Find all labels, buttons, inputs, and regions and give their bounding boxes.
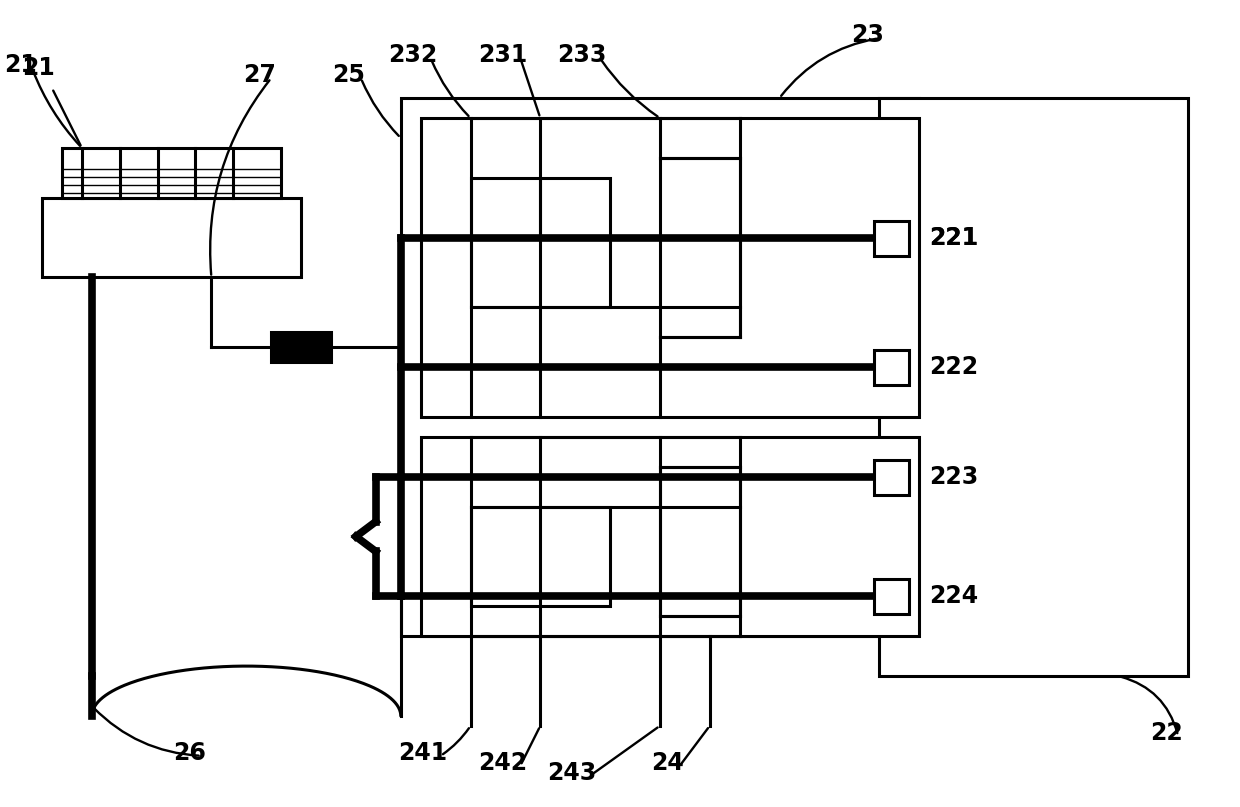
- Text: 222: 222: [929, 355, 978, 379]
- Bar: [62, 148, 281, 198]
- Text: 21: 21: [22, 56, 55, 80]
- Text: 233: 233: [558, 44, 606, 67]
- Text: 23: 23: [851, 23, 884, 48]
- Text: 24: 24: [651, 751, 684, 775]
- Text: 221: 221: [929, 226, 978, 249]
- Bar: [401, 98, 919, 636]
- Text: 25: 25: [332, 63, 366, 87]
- Text: 224: 224: [929, 584, 978, 608]
- Text: 231: 231: [477, 44, 527, 67]
- Text: 242: 242: [477, 751, 527, 775]
- Text: 241: 241: [398, 741, 448, 765]
- Bar: [660, 466, 739, 617]
- Bar: [420, 118, 919, 417]
- Bar: [470, 507, 610, 606]
- Bar: [420, 437, 919, 636]
- Text: 221: 221: [929, 226, 978, 249]
- Text: 232: 232: [388, 44, 438, 67]
- Text: 27: 27: [243, 63, 275, 87]
- Text: 243: 243: [548, 761, 596, 784]
- Bar: [470, 178, 610, 307]
- Bar: [874, 579, 909, 614]
- Bar: [272, 332, 331, 362]
- Bar: [42, 198, 301, 278]
- Bar: [874, 220, 909, 256]
- Text: 22: 22: [1149, 721, 1183, 745]
- Bar: [879, 98, 1188, 676]
- Bar: [660, 158, 739, 337]
- Text: 223: 223: [929, 465, 978, 489]
- Bar: [874, 460, 909, 495]
- Bar: [874, 350, 909, 385]
- Text: 26: 26: [174, 741, 206, 765]
- Text: 21: 21: [4, 53, 36, 77]
